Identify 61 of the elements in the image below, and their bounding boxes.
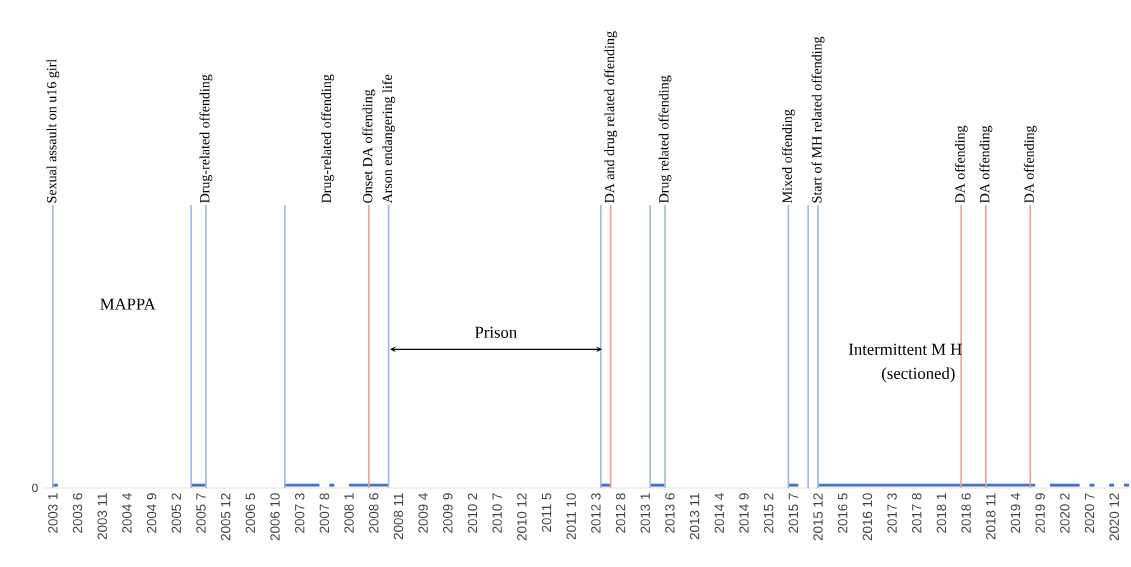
x-tick-label: 2020 12 xyxy=(1109,493,1119,541)
x-tick-label: 2015 7 xyxy=(788,493,799,533)
x-tick-label: 2010 7 xyxy=(492,493,502,533)
x-tick-label: 2013 11 xyxy=(689,493,700,540)
x-tick-label: 2018 1 xyxy=(936,493,947,533)
x-tick-label: 2004 9 xyxy=(146,493,157,533)
text: Drug-related offending xyxy=(321,74,334,203)
annotation: DA and drug related offending xyxy=(604,31,618,203)
x-tick-label: 2007 8 xyxy=(319,493,330,533)
x-tick-label: 2017 8 xyxy=(912,493,922,533)
x-tick-label: 2013 6 xyxy=(665,493,675,533)
annotation: DA offending xyxy=(979,125,993,203)
x-tick-label: 2019 4 xyxy=(1010,493,1021,533)
x-tick-label: 2010 2 xyxy=(467,493,478,533)
x-tick-label: 2015 12 xyxy=(813,493,823,541)
x-tick-label: 2015 2 xyxy=(763,493,774,533)
annotation: DA offending xyxy=(954,125,968,203)
x-tick-label: 2005 12 xyxy=(220,493,231,541)
x-tick-label: 2011 5 xyxy=(541,493,552,532)
annotation: MAPPA xyxy=(100,298,156,310)
x-tick-label: 2012 3 xyxy=(591,493,601,533)
x-tick-label: 2003 6 xyxy=(72,493,83,533)
x-tick-label: 2010 12 xyxy=(517,493,527,541)
x-tick-label: 2004 4 xyxy=(122,493,132,533)
x-tick-label: 2006 10 xyxy=(270,493,280,541)
text: 0 xyxy=(32,483,38,493)
x-tick-label: 2006 5 xyxy=(245,493,256,533)
x-tick-label: 2020 2 xyxy=(1060,493,1070,533)
x-tick-label: 2019 9 xyxy=(1035,493,1045,533)
x-tick-label: 2005 2 xyxy=(171,493,182,533)
annotation: Drug-related offending xyxy=(199,74,213,203)
x-tick-label: 2018 6 xyxy=(961,493,971,533)
x-tick-label: 2014 9 xyxy=(739,493,749,533)
annotation: Intermittent M H xyxy=(848,343,962,355)
x-tick-label: 2005 7 xyxy=(196,493,206,533)
x-tick-label: 2007 3 xyxy=(294,493,305,533)
annotation: Arson endangering life xyxy=(382,74,395,204)
x-tick-label: 2020 7 xyxy=(1084,493,1095,533)
x-tick-label: 2016 10 xyxy=(862,493,873,541)
annotation: DA offending xyxy=(1023,125,1037,203)
x-tick-label: 2003 11 xyxy=(97,493,107,540)
x-tick-label: 2008 6 xyxy=(369,493,379,533)
x-tick-label: 2012 8 xyxy=(615,493,626,533)
x-tick-label: 2017 3 xyxy=(887,493,897,533)
x-tick-label: 2009 4 xyxy=(418,493,428,533)
x-tick-label: 2014 4 xyxy=(714,493,724,533)
x-tick-label: 2013 1 xyxy=(640,493,650,533)
annotation: Drug related offending xyxy=(658,75,672,203)
x-tick-label: 2008 11 xyxy=(393,493,404,540)
annotation: (sectioned) xyxy=(882,367,955,383)
annotation: Start of MH related offending xyxy=(811,36,825,203)
x-tick-label: 2008 1 xyxy=(344,493,354,533)
annotation: Onset DA offending xyxy=(362,89,376,203)
annotation: Prison xyxy=(475,326,517,338)
annotation: Sexual assault on u16 girl xyxy=(46,59,60,203)
x-tick-label: 2016 5 xyxy=(837,493,848,533)
x-tick-label: 2018 11 xyxy=(986,493,996,540)
x-tick-label: 2009 9 xyxy=(443,493,453,533)
annotation: Mixed offending xyxy=(781,109,795,203)
x-tick-label: 2003 1 xyxy=(48,493,58,533)
x-tick-label: 2011 10 xyxy=(566,493,576,540)
